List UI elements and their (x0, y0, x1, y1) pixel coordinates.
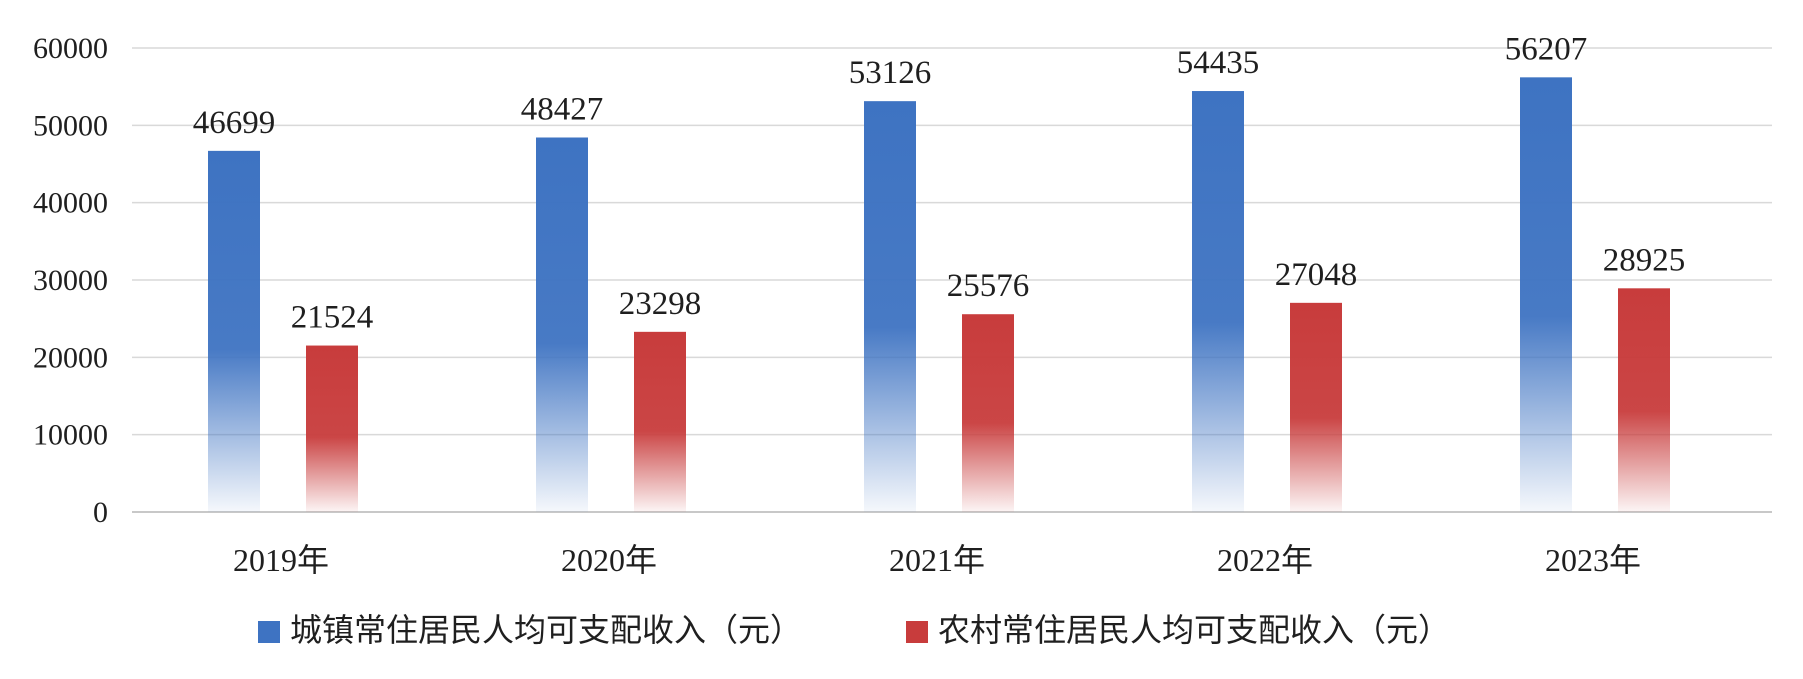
x-tick-label: 2021年 (889, 542, 985, 578)
gridlines (132, 47, 1772, 513)
bar-urban (208, 150, 260, 512)
data-label: 28925 (1603, 242, 1686, 278)
data-label: 27048 (1275, 257, 1358, 293)
legend-swatch (906, 621, 928, 643)
data-label: 25576 (947, 268, 1030, 304)
x-tick-label: 2020年 (561, 542, 657, 578)
data-label: 23298 (619, 286, 702, 322)
bar-urban (1192, 91, 1244, 512)
legend: 城镇常住居民人均可支配收入（元） 农村常住居民人均可支配收入（元） (258, 612, 1450, 648)
y-axis-ticks: 0 10000 20000 30000 40000 50000 60000 (33, 32, 108, 529)
bar-rural (634, 331, 686, 512)
legend-label: 农村常住居民人均可支配收入（元） (938, 612, 1450, 648)
y-tick-label: 10000 (33, 419, 108, 452)
x-axis-ticks: 2019年 2020年 2021年 2022年 2023年 (233, 542, 1641, 578)
bars (208, 77, 1670, 513)
data-label: 54435 (1177, 45, 1260, 81)
bar-rural (1618, 288, 1670, 512)
data-label: 46699 (193, 105, 276, 141)
x-tick-label: 2022年 (1217, 542, 1313, 578)
bar-rural (1290, 302, 1342, 512)
bar-rural (306, 345, 358, 512)
x-tick-label: 2019年 (233, 542, 329, 578)
y-tick-label: 0 (93, 496, 108, 529)
y-tick-label: 50000 (33, 109, 108, 142)
y-tick-label: 30000 (33, 264, 108, 297)
data-label: 53126 (849, 55, 932, 91)
bar-urban (864, 101, 916, 512)
legend-swatch (258, 621, 280, 643)
y-tick-label: 40000 (33, 187, 108, 220)
legend-label: 城镇常住居民人均可支配收入（元） (290, 612, 802, 648)
bar-rural (962, 314, 1014, 512)
data-label: 48427 (521, 91, 604, 127)
data-label: 21524 (291, 300, 374, 336)
bar-urban (1520, 77, 1572, 513)
y-tick-label: 60000 (33, 32, 108, 65)
data-labels: 46699 21524 48427 23298 53126 25576 54435 27048… (193, 31, 1686, 335)
x-tick-label: 2023年 (1545, 542, 1641, 578)
bar-urban (536, 137, 588, 512)
y-tick-label: 20000 (33, 341, 108, 374)
data-label: 56207 (1505, 31, 1588, 67)
